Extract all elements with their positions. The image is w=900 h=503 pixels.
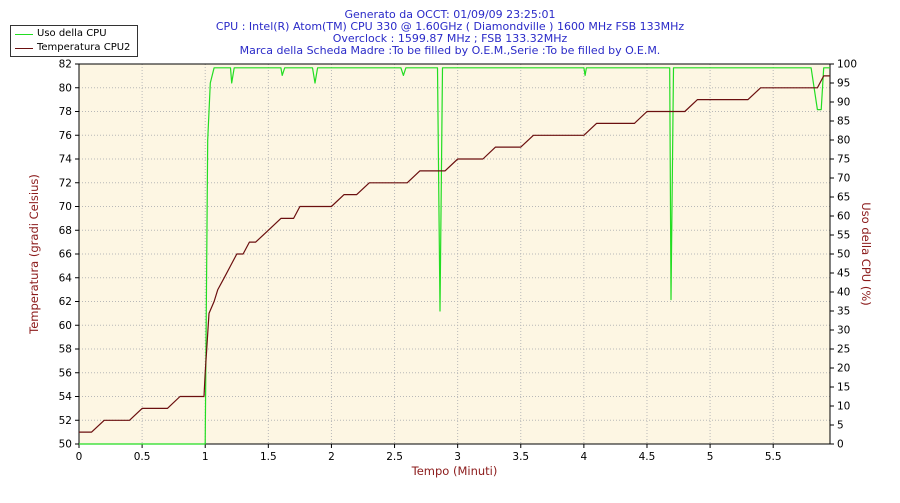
- cpu-info-text: CPU : Intel(R) Atom(TM) CPU 330 @ 1.60GH…: [215, 20, 685, 33]
- legend-swatch-cpu-usage: [15, 34, 33, 35]
- chart-legend: Uso della CPU Temperatura CPU2: [10, 25, 138, 57]
- y-tick-label: 60: [59, 320, 72, 332]
- legend-label-temperature: Temperatura CPU2: [37, 42, 131, 53]
- y-tick-label: 80: [59, 82, 72, 94]
- y2-tick-label: 15: [837, 382, 850, 394]
- y2-tick-label: 0: [837, 439, 844, 451]
- x-tick-label: 5: [707, 451, 714, 463]
- y2-axis-label: Uso della CPU (%): [859, 202, 873, 306]
- y-tick-label: 72: [59, 177, 72, 189]
- y2-tick-label: 45: [837, 268, 850, 280]
- x-tick-label: 5.5: [765, 451, 782, 463]
- y2-tick-label: 90: [837, 97, 850, 109]
- y-tick-label: 50: [59, 439, 72, 451]
- y2-tick-label: 100: [837, 59, 857, 71]
- x-tick-label: 3: [454, 451, 461, 463]
- y-tick-label: 82: [59, 59, 72, 71]
- y2-tick-label: 70: [837, 173, 850, 185]
- y2-tick-label: 35: [837, 306, 850, 318]
- x-tick-label: 2: [328, 451, 335, 463]
- y2-tick-label: 20: [837, 363, 850, 375]
- y-axis-label: Temperatura (gradi Celsius): [27, 174, 41, 335]
- y-tick-label: 58: [59, 344, 72, 356]
- y2-tick-label: 30: [837, 325, 850, 337]
- chart-title: Generato da OCCT: 01/09/09 23:25:01: [344, 8, 556, 21]
- y-tick-label: 68: [59, 225, 72, 237]
- motherboard-info-text: Marca della Scheda Madre :To be filled b…: [239, 44, 661, 57]
- y2-tick-label: 55: [837, 230, 850, 242]
- y2-tick-label: 5: [837, 420, 844, 432]
- legend-label-cpu-usage: Uso della CPU: [37, 28, 107, 39]
- y-tick-label: 64: [59, 272, 73, 284]
- y-tick-label: 66: [59, 249, 73, 261]
- y2-tick-label: 50: [837, 249, 850, 261]
- y2-tick-label: 25: [837, 344, 850, 356]
- x-tick-label: 1: [202, 451, 209, 463]
- x-tick-label: 0.5: [134, 451, 151, 463]
- x-tick-label: 2.5: [386, 451, 403, 463]
- y2-tick-label: 75: [837, 154, 850, 166]
- x-tick-label: 3.5: [512, 451, 529, 463]
- y2-tick-label: 85: [837, 116, 850, 128]
- y2-tick-label: 10: [837, 401, 850, 413]
- y2-tick-label: 80: [837, 135, 850, 147]
- y-tick-label: 74: [59, 154, 73, 166]
- x-tick-label: 0: [76, 451, 83, 463]
- legend-swatch-temperature: [15, 48, 33, 49]
- y-tick-label: 62: [59, 296, 72, 308]
- plot-border: [78, 63, 831, 445]
- x-tick-label: 4: [581, 451, 588, 463]
- y-tick-label: 70: [59, 201, 72, 213]
- y-tick-label: 76: [59, 130, 73, 142]
- y-tick-label: 78: [59, 106, 72, 118]
- y2-tick-label: 65: [837, 192, 850, 204]
- x-axis-label: Tempo (Minuti): [411, 464, 498, 478]
- y2-tick-label: 40: [837, 287, 850, 299]
- series-line-temperature: [79, 75, 830, 433]
- y-tick-label: 54: [59, 391, 73, 403]
- y-tick-label: 56: [59, 367, 73, 379]
- y2-tick-label: 60: [837, 211, 850, 223]
- y-tick-label: 52: [59, 415, 72, 427]
- series-line-cpu-usage: [79, 67, 830, 445]
- overclock-info-text: Overclock : 1599.87 MHz ; FSB 133.32MHz: [332, 32, 568, 45]
- y2-tick-label: 95: [837, 78, 850, 90]
- x-tick-label: 4.5: [639, 451, 656, 463]
- x-tick-label: 1.5: [260, 451, 277, 463]
